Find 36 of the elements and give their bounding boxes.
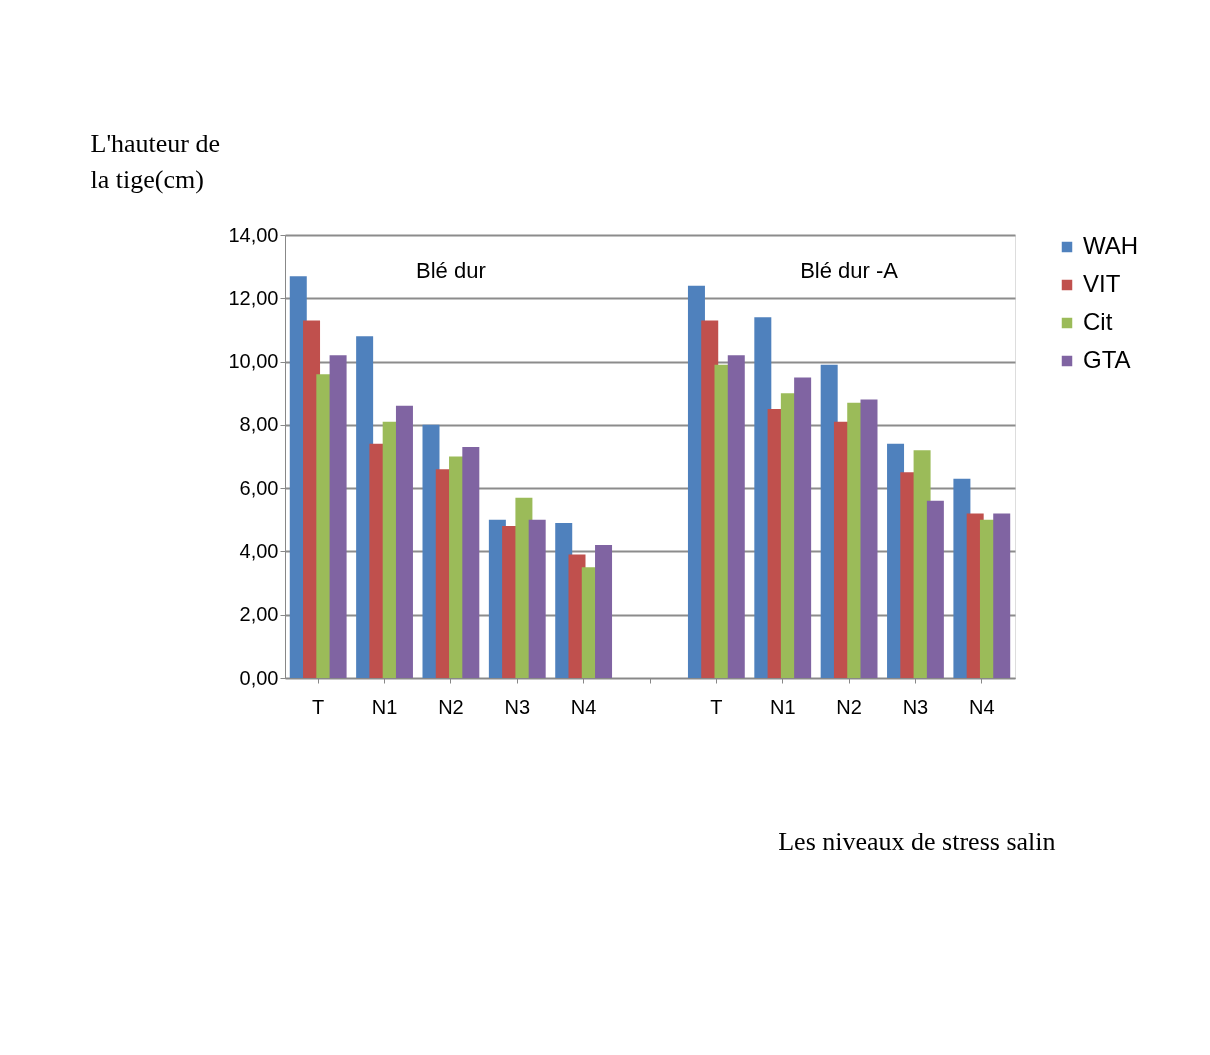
x-tick-label: N4: [969, 695, 995, 718]
y-tick-label: 14,00: [228, 223, 279, 246]
x-tick-label: T: [312, 695, 325, 718]
y-tick-label: 8,00: [239, 413, 279, 436]
x-tick-label: N2: [836, 695, 862, 718]
bar: [860, 399, 878, 678]
x-tick-label: N4: [570, 695, 597, 718]
x-tick-label: T: [710, 695, 723, 718]
y-tick-label: 4,00: [239, 539, 279, 562]
bar: [595, 545, 613, 678]
legend-label: VIT: [1083, 270, 1121, 297]
y-tick-label: 6,00: [239, 476, 279, 499]
bar: [395, 405, 413, 678]
bar: [462, 447, 480, 678]
annotation: Blé dur: [416, 258, 486, 283]
x-tick-label: N1: [371, 695, 398, 718]
y-axis-title: L'hauteur de la tige(cm): [90, 128, 221, 194]
bar: [794, 377, 812, 678]
bar: [528, 519, 546, 678]
bar: [926, 500, 944, 678]
x-tick-label: N2: [438, 695, 464, 718]
legend-label: GTA: [1083, 346, 1131, 373]
y-tick-label: 0,00: [239, 666, 279, 689]
x-axis-title: Les niveaux de stress salin: [778, 826, 1056, 856]
legend-label: WAH: [1083, 232, 1139, 259]
x-tick-label: N1: [769, 695, 796, 718]
bar: [727, 355, 745, 678]
legend-label: Cit: [1083, 308, 1113, 335]
y-tick-label: 12,00: [228, 286, 279, 309]
y-tick-label: 2,00: [239, 603, 279, 626]
x-tick-label: N3: [902, 695, 929, 718]
y-tick-label: 10,00: [228, 350, 279, 373]
bar: [993, 513, 1011, 678]
x-tick-label: N3: [504, 695, 531, 718]
annotation: Blé dur -A: [800, 258, 899, 283]
bar: [329, 355, 347, 678]
